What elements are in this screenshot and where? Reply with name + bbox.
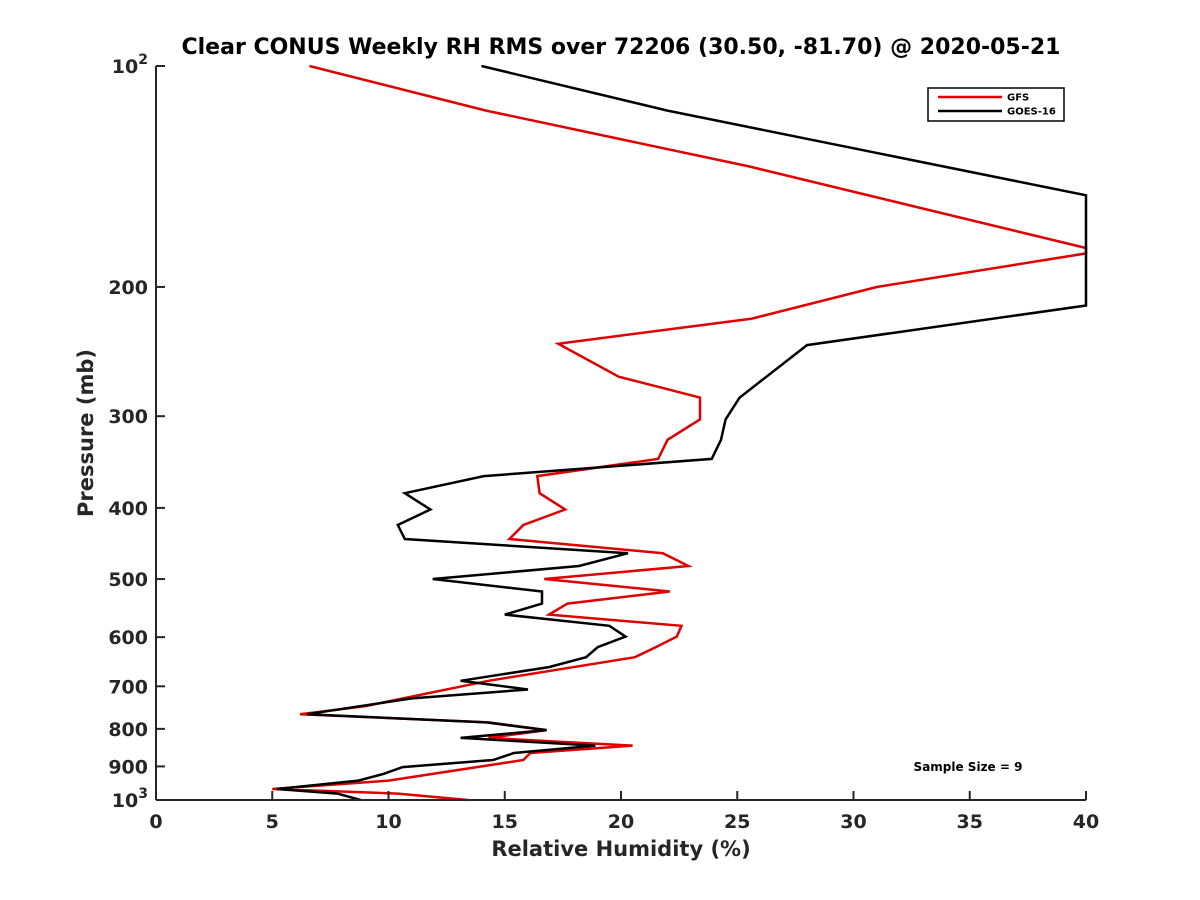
y-axis-label: Pressure (mb) <box>74 349 98 517</box>
plot-area <box>272 64 1088 802</box>
y-tick-label: 700 <box>108 676 148 698</box>
y-tick-label: 500 <box>108 569 148 591</box>
y-tick-label: 800 <box>108 719 148 741</box>
sample-size-annotation: Sample Size = 9 <box>914 760 1023 774</box>
x-tick-label: 35 <box>957 811 983 833</box>
y-tick-label: 200 <box>108 277 148 299</box>
x-tick-label: 5 <box>266 811 279 833</box>
legend-box <box>927 87 1065 122</box>
y-tick-label: 103 <box>112 786 148 812</box>
series-line-gfs <box>272 64 1088 802</box>
x-tick-label: 10 <box>375 811 401 833</box>
y-tick-label: 600 <box>108 627 148 649</box>
y-tick-label: 102 <box>112 52 148 78</box>
x-tick-label: 40 <box>1073 811 1099 833</box>
legend-label: GOES-16 <box>1007 107 1056 118</box>
y-tick-label: 900 <box>108 756 148 778</box>
chart-title: Clear CONUS Weekly RH RMS over 72206 (30… <box>182 35 1061 60</box>
x-tick-label: 15 <box>492 811 518 833</box>
legend: GFS GOES-16 <box>927 87 1065 122</box>
x-tick-label: 30 <box>840 811 866 833</box>
x-tick-label: 0 <box>149 811 162 833</box>
axes: 0 5 10 15 20 25 30 35 40 102 200 300 400 500 600 700 800… <box>108 52 1099 833</box>
legend-label: GFS <box>1007 93 1029 104</box>
x-axis-label: Relative Humidity (%) <box>491 837 750 861</box>
series-line-goes-16 <box>276 64 1088 802</box>
x-tick-label: 25 <box>724 811 750 833</box>
x-tick-label: 20 <box>608 811 634 833</box>
y-tick-label: 300 <box>108 406 148 428</box>
y-tick-label: 400 <box>108 498 148 520</box>
